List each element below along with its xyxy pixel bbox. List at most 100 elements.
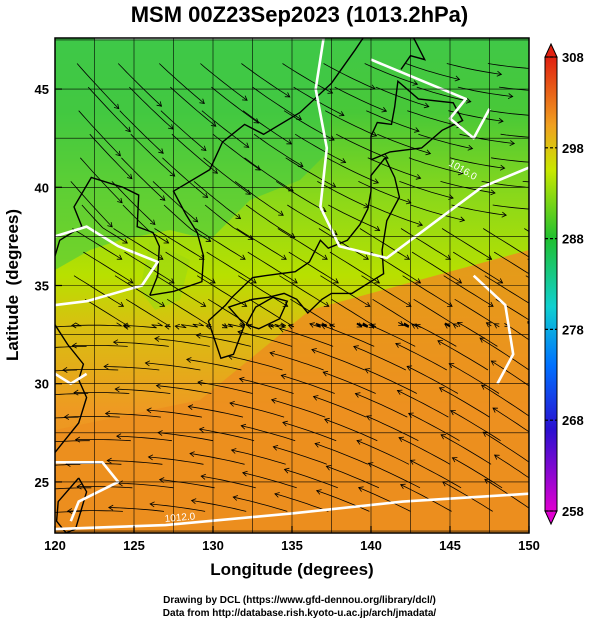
streamline (284, 469, 338, 489)
streamline-arrow (71, 342, 77, 349)
streamline-arrow (499, 164, 506, 171)
streamline-arrow (314, 442, 321, 448)
colorbar-tick-label: 278 (562, 322, 584, 337)
streamline-arrow (412, 80, 419, 86)
streamline (459, 133, 515, 144)
streamline (275, 181, 327, 212)
streamline (355, 393, 408, 418)
streamline (115, 388, 171, 394)
streamline (446, 63, 502, 75)
streamline-arrow (158, 148, 164, 154)
streamline (229, 402, 285, 418)
streamline-arrow (591, 84, 596, 89)
streamline-arrow (507, 93, 514, 99)
streamline (440, 434, 492, 465)
streamline-arrow (192, 216, 199, 223)
streamline-arrow (329, 135, 335, 141)
streamline-arrow (195, 332, 202, 339)
x-tick-label: 135 (281, 538, 303, 553)
credits: Drawing by DCL (https://www.gfd-dennou.o… (0, 594, 599, 620)
streamline-arrow (501, 211, 507, 218)
streamline (203, 157, 251, 195)
x-tick-label: 125 (123, 538, 145, 553)
streamline-arrow (272, 445, 279, 451)
streamline (233, 496, 288, 512)
streamline-arrow (467, 144, 474, 151)
streamline-arrow (356, 322, 363, 328)
streamline-arrow (66, 508, 73, 514)
streamline (80, 157, 123, 204)
streamline (148, 456, 204, 465)
streamline-arrow (118, 301, 125, 307)
streamline-arrow (364, 368, 371, 374)
streamline (55, 369, 78, 372)
streamline-arrow (374, 278, 381, 284)
coastlines (55, 38, 464, 533)
streamline (534, 205, 589, 206)
streamline-arrow (459, 216, 466, 223)
streamline (323, 63, 376, 90)
streamline-arrow (286, 139, 293, 145)
streamline-arrow (280, 373, 287, 380)
streamline-arrow (581, 108, 586, 113)
streamline-arrow (373, 178, 380, 184)
streamline (186, 359, 242, 371)
streamline-arrow (498, 117, 504, 124)
streamline (369, 204, 423, 226)
streamline (130, 133, 175, 177)
streamline (170, 86, 217, 127)
streamline-arrow (232, 495, 239, 501)
colorbar-tick-label: 258 (562, 504, 584, 519)
streamline (493, 251, 529, 275)
streamline-arrow (444, 323, 450, 329)
streamline-arrow (398, 320, 404, 326)
streamline-arrow (156, 101, 163, 107)
streamline (171, 133, 218, 174)
streamline (407, 110, 462, 127)
streamline (75, 439, 131, 442)
streamline-arrow (536, 324, 541, 329)
streamline-arrow (425, 149, 432, 156)
streamline (317, 181, 369, 208)
coastline (400, 38, 427, 70)
y-tick-label: 25 (35, 475, 49, 490)
streamline (124, 251, 175, 284)
streamline (532, 158, 587, 159)
streamline-arrow (116, 433, 122, 440)
streamline-arrow (221, 323, 228, 329)
streamline-arrow (227, 354, 234, 360)
streamline-arrow (25, 465, 30, 470)
streamline (288, 251, 339, 284)
streamline-arrow (198, 426, 205, 433)
streamline (72, 228, 123, 260)
y-tick-label: 30 (35, 377, 49, 392)
streamline-arrow (127, 173, 133, 180)
streamline-arrow (71, 322, 77, 329)
streamline (359, 228, 410, 260)
streamline (531, 111, 586, 112)
streamline-arrow (396, 389, 403, 395)
streamline-arrow (243, 142, 250, 148)
streamline (228, 355, 283, 371)
streamline-arrow (163, 238, 170, 244)
streamline-arrow (363, 203, 370, 209)
streamline (189, 453, 245, 465)
streamline (152, 181, 198, 223)
streamline (111, 181, 156, 225)
streamline (400, 228, 451, 260)
streamline (316, 490, 370, 512)
streamline-arrow (115, 150, 121, 157)
streamline-arrow (235, 213, 242, 220)
streamline (411, 251, 462, 284)
streamline (486, 322, 492, 327)
streamline-arrow (457, 169, 464, 176)
streamline-arrow (452, 323, 459, 329)
streamline (154, 228, 205, 260)
streamline (323, 371, 376, 394)
streamline-arrow (269, 351, 276, 357)
streamline (55, 487, 92, 490)
streamline-arrow (104, 410, 111, 417)
streamline-arrow (296, 114, 302, 120)
streamline (145, 362, 201, 371)
